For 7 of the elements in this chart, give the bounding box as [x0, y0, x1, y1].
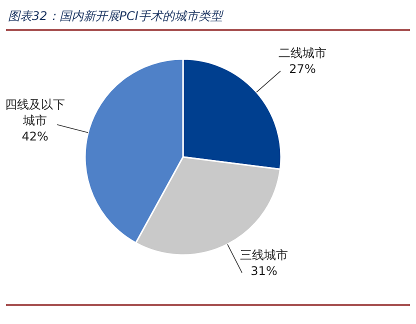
data-label: 42% [22, 130, 48, 144]
chart-title: 图表32：国内新开展PCI手术的城市类型 [8, 9, 224, 23]
slice-label: 三线城市 [240, 248, 288, 262]
slice-label: 四线及以下城市 [5, 98, 66, 128]
slice-label: 二线城市 [278, 46, 327, 60]
data-label: 31% [250, 264, 278, 278]
data-label: 27% [289, 62, 316, 76]
